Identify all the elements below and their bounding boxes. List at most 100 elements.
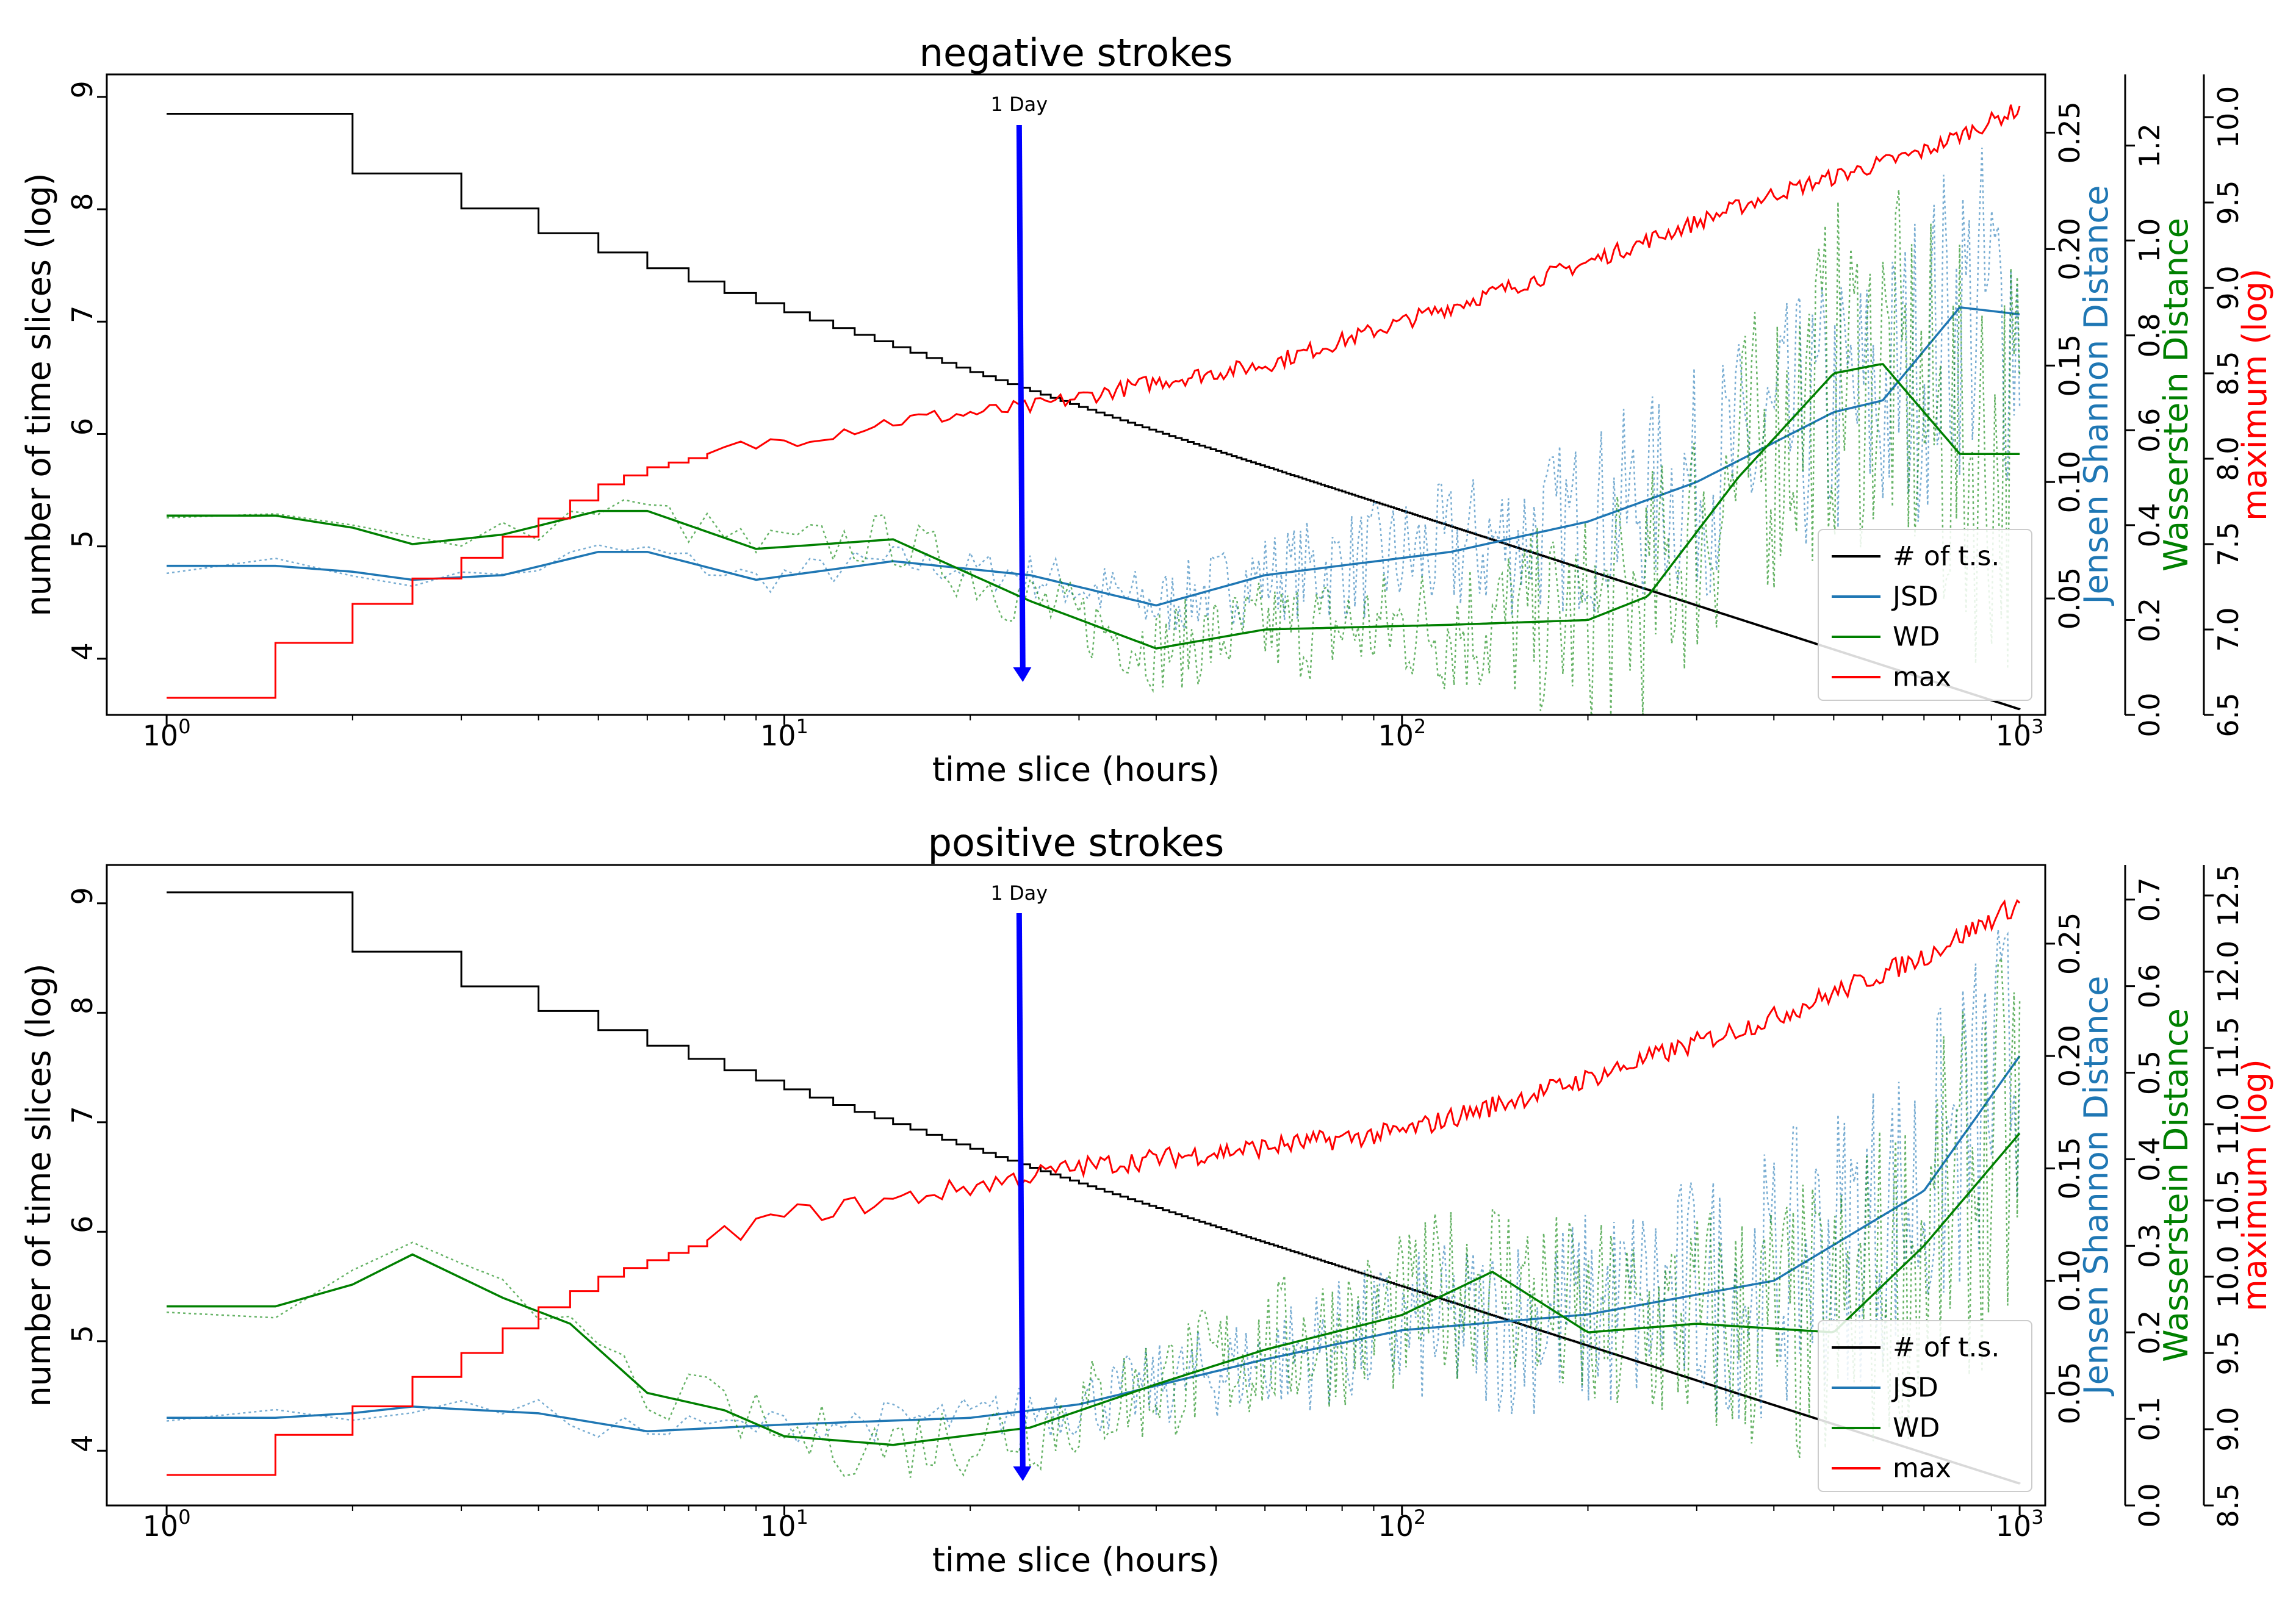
x-axis: 100 101 102 103 time slice (hours) [143, 715, 2044, 789]
series-line-wd [167, 363, 2020, 650]
legend-box [1818, 529, 2032, 701]
legend-label: # of t.s. [1893, 541, 1999, 572]
right-tick-label: 11.0 [2212, 1093, 2245, 1155]
right-tick-label: 1.2 [2133, 123, 2166, 168]
right-tick-label: 1.0 [2133, 218, 2166, 263]
chart-panel-positive: positive strokes 100 101 102 103 time slice (… [20, 820, 2274, 1579]
x-tick-label: 103 [1996, 715, 2044, 752]
x-axis-label: time slice (hours) [932, 750, 1220, 789]
right-tick-label: 0.0 [2133, 1483, 2166, 1527]
legend-box [1818, 1320, 2032, 1492]
right-tick-label: 0.15 [2053, 1137, 2086, 1199]
right-tick-label: 12.5 [2212, 864, 2245, 927]
x-tick-label: 100 [143, 1505, 191, 1543]
one-day-label: 1 Day [990, 93, 1048, 116]
x-tick-label: 100 [143, 715, 191, 752]
series-line-jsd [167, 306, 2020, 607]
data-lines [166, 104, 2021, 715]
right-axis-label-jsd: Jensen Shannon Distance [2077, 976, 2115, 1397]
series-line-max [167, 104, 2021, 699]
plot-frame [106, 864, 2046, 1507]
plot-frame [106, 73, 2046, 716]
chart-panel-negative: negative strokes 100 101 102 103 time slice (… [20, 30, 2274, 789]
x-tick-label: 101 [760, 715, 808, 752]
right-tick-label: 8.5 [2212, 351, 2245, 395]
legend: # of t.s. JSD WD max [1818, 1320, 2032, 1492]
series-line-jsd-raw [166, 148, 2021, 632]
right-axis-label-max: maximum (log) [2236, 1059, 2274, 1311]
right-tick-label: 0.0 [2133, 692, 2166, 737]
right-tick-label: 12.0 [2212, 941, 2245, 1003]
right-tick-label: 0.6 [2133, 408, 2166, 453]
left-tick-label: 4 [66, 642, 99, 660]
right-tick-label: 11.5 [2212, 1017, 2245, 1079]
right-tick-label: 0.2 [2133, 598, 2166, 642]
one-day-arrow [1016, 913, 1026, 1476]
one-day-arrow [1016, 124, 1026, 676]
legend-label: JSD [1891, 581, 1938, 612]
chart-title: negative strokes [919, 30, 1233, 75]
one-day-label: 1 Day [990, 881, 1048, 905]
right-tick-label: 0.05 [2053, 567, 2086, 630]
right-tick-label: 8.5 [2212, 1483, 2245, 1527]
right-tick-label: 0.1 [2133, 1397, 2166, 1441]
x-axis-label: time slice (hours) [932, 1541, 1220, 1579]
right-tick-label: 8.0 [2212, 436, 2245, 481]
right-axis-max: 8.5 9.0 9.5 10.0 10.5 11.0 11.5 12.0 12.5 maximum… [2203, 864, 2274, 1528]
chart-title: positive strokes [928, 820, 1225, 865]
right-tick-label: 0.20 [2053, 1025, 2086, 1087]
right-tick-label: 7.5 [2212, 522, 2245, 566]
right-tick-label: 0.25 [2053, 913, 2086, 975]
right-axis-label-jsd: Jensen Shannon Distance [2077, 185, 2115, 606]
x-tick-label: 101 [760, 1505, 808, 1543]
series-line-wd [167, 1132, 2021, 1446]
legend-label: WD [1893, 1413, 1940, 1444]
right-tick-label: 9.0 [2212, 1407, 2245, 1451]
left-tick-label: 6 [66, 418, 99, 436]
right-tick-label: 0.10 [2053, 451, 2086, 513]
right-tick-label: 0.6 [2133, 964, 2166, 1008]
left-axis-label: number of time slices (log) [20, 173, 58, 616]
left-tick-label: 5 [66, 530, 99, 548]
x-axis: 100 101 102 103 time slice (hours) [143, 1505, 2044, 1579]
data-lines [166, 891, 2021, 1485]
x-tick-label: 102 [1378, 715, 1426, 752]
left-tick-label: 7 [66, 1106, 99, 1124]
right-axis-wd: 0.0 0.2 0.4 0.6 0.8 1.0 1.2 Wasserstein Distanc… [2124, 74, 2195, 737]
series-line-wd-raw [167, 957, 2021, 1478]
left-axis-label: number of time slices (log) [20, 963, 58, 1407]
legend: # of t.s. JSD WD max [1818, 529, 2032, 701]
x-tick-label: 103 [1996, 1505, 2044, 1543]
right-tick-label: 0.3 [2133, 1224, 2166, 1268]
legend-label: max [1893, 662, 1951, 693]
right-tick-label: 10.5 [2212, 1169, 2245, 1232]
left-tick-label: 8 [66, 997, 99, 1014]
one-day-arrowhead [1013, 667, 1032, 682]
right-axis-max: 6.5 7.0 7.5 8.0 8.5 9.0 9.5 10.0 maximum (log) [2203, 74, 2274, 737]
right-tick-label: 0.10 [2053, 1249, 2086, 1311]
left-tick-label: 6 [66, 1216, 99, 1233]
series-line-max [167, 899, 2021, 1476]
right-tick-label: 10.0 [2212, 86, 2245, 148]
legend-label: WD [1893, 622, 1940, 653]
right-tick-label: 0.25 [2053, 101, 2086, 163]
left-tick-label: 7 [66, 306, 99, 323]
left-axis: 4 5 6 7 8 9 number of time slices (log) [20, 81, 107, 661]
right-tick-label: 0.05 [2053, 1362, 2086, 1424]
one-day-arrowhead [1013, 1466, 1032, 1481]
left-tick-label: 8 [66, 193, 99, 210]
right-axis-label-wd: Wasserstein Distance [2157, 1008, 2195, 1362]
legend-label: JSD [1891, 1372, 1938, 1404]
right-axis-label-wd: Wasserstein Distance [2157, 218, 2195, 572]
right-axis-label-max: maximum (log) [2236, 268, 2274, 521]
left-tick-label: 9 [66, 81, 99, 98]
right-tick-label: 0.15 [2053, 334, 2086, 396]
legend-label: max [1893, 1453, 1951, 1484]
x-tick-label: 102 [1378, 1505, 1426, 1543]
right-tick-label: 6.5 [2212, 692, 2245, 737]
series-line-wd-raw [167, 190, 2021, 715]
